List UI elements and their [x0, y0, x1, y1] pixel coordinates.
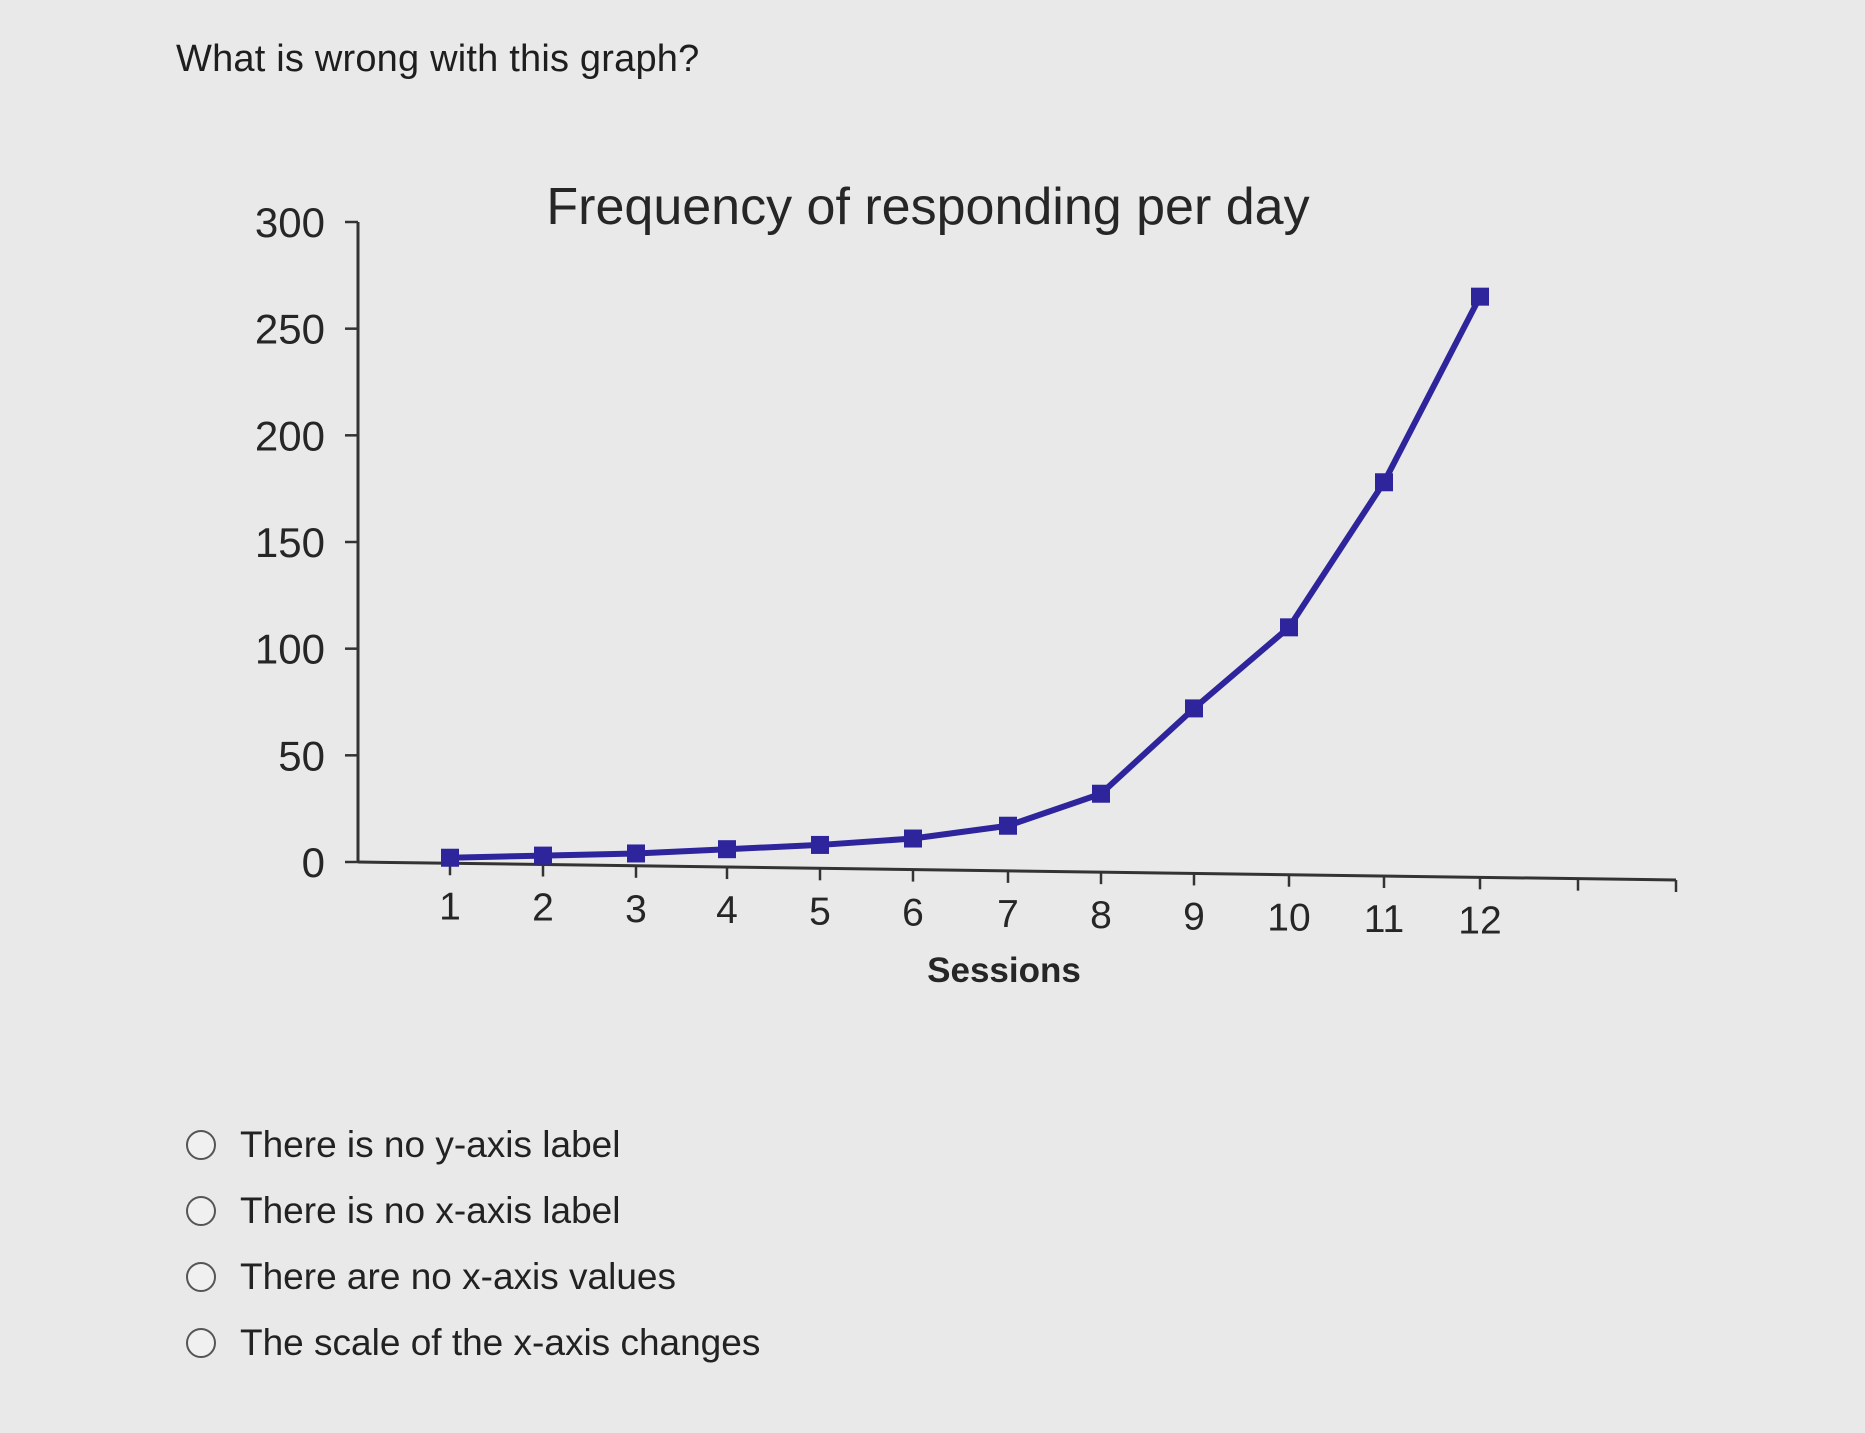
- question-text: What is wrong with this graph?: [176, 38, 700, 80]
- x-tick-label: 12: [1458, 899, 1501, 942]
- y-tick-label: 300: [255, 199, 325, 246]
- chart-title: Frequency of responding per day: [546, 178, 1309, 236]
- x-tick-label: 10: [1267, 897, 1310, 940]
- y-tick-label: 200: [255, 412, 325, 459]
- x-axis-line: [357, 860, 1677, 882]
- y-tick-label: 0: [302, 839, 325, 886]
- y-tick-label: 150: [255, 519, 325, 566]
- radio-button-icon[interactable]: [186, 1196, 216, 1226]
- x-axis-label: Sessions: [927, 951, 1081, 990]
- radio-button-icon[interactable]: [186, 1262, 216, 1292]
- option-label: The scale of the x-axis changes: [240, 1322, 761, 1363]
- data-point-marker: [1092, 784, 1110, 803]
- y-tick-label: 50: [278, 732, 325, 779]
- x-tick-label: 1: [439, 885, 461, 928]
- series-line: [449, 295, 1483, 861]
- x-tick-label: 9: [1183, 895, 1205, 938]
- option-label: There are no x-axis values: [240, 1256, 676, 1297]
- y-tick-label: 250: [255, 306, 325, 353]
- option-label: There is no x-axis label: [240, 1190, 621, 1231]
- x-tick-label: 3: [625, 888, 647, 931]
- x-tick-label: 7: [997, 893, 1019, 936]
- x-tick-label: 4: [716, 889, 738, 932]
- data-point-marker: [441, 848, 459, 867]
- x-tick-label: 2: [532, 887, 554, 930]
- option-label: There is no y-axis label: [240, 1124, 621, 1165]
- x-axis-ticks: 1 2 3 4 5 6 7 8 9 10 11 12: [439, 863, 1678, 942]
- answer-options: There is no y-axis label There is no x-a…: [186, 1112, 760, 1376]
- data-point-marker: [999, 816, 1017, 835]
- series-markers: [441, 287, 1489, 867]
- data-point-marker: [1375, 473, 1393, 492]
- answer-option[interactable]: There is no x-axis label: [186, 1178, 760, 1244]
- data-point-marker: [1280, 618, 1298, 637]
- data-point-marker: [811, 835, 829, 854]
- data-point-marker: [534, 846, 552, 865]
- y-tick-label: 100: [255, 626, 325, 673]
- x-tick-label: 8: [1090, 894, 1112, 937]
- x-tick-label: 6: [902, 892, 924, 935]
- answer-option[interactable]: There are no x-axis values: [186, 1244, 760, 1310]
- answer-option[interactable]: There is no y-axis label: [186, 1112, 760, 1178]
- data-point-marker: [1471, 287, 1489, 306]
- x-tick-label: 11: [1364, 898, 1405, 941]
- data-point-marker: [718, 840, 736, 859]
- data-point-marker: [627, 844, 645, 863]
- data-point-marker: [904, 829, 922, 848]
- radio-button-icon[interactable]: [186, 1328, 216, 1358]
- y-axis-ticks: 0 50 100 150 200 250 300: [255, 199, 358, 886]
- x-tick-label: 5: [809, 890, 831, 933]
- line-chart: Frequency of responding per day 05010015…: [255, 178, 1678, 990]
- data-point-marker: [1185, 699, 1203, 718]
- answer-option[interactable]: The scale of the x-axis changes: [186, 1310, 760, 1376]
- radio-button-icon[interactable]: [186, 1130, 216, 1160]
